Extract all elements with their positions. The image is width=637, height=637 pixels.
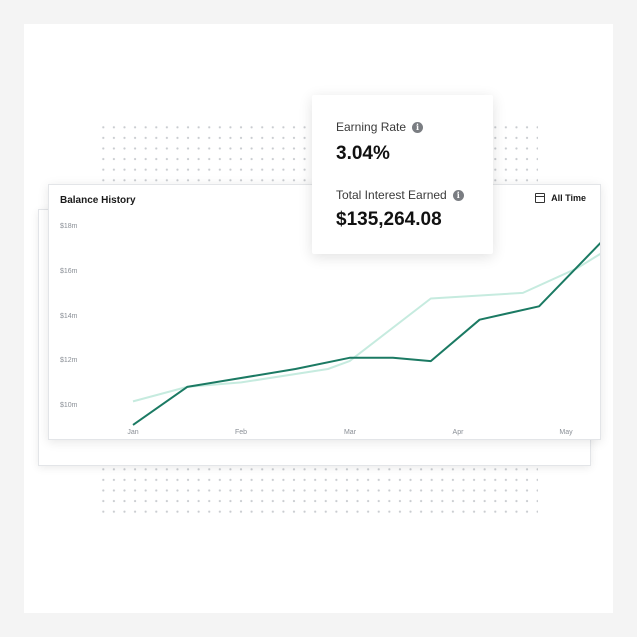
x-tick-label: Apr: [452, 429, 464, 436]
canvas: Balance History All Time $18m $16m $14m …: [24, 24, 613, 613]
y-tick-label: $16m: [60, 268, 78, 275]
y-tick-label: $14m: [60, 313, 78, 320]
comparison-series-line: [132, 252, 600, 403]
info-icon[interactable]: i: [412, 121, 424, 133]
earnings-summary-card: Earning Rate i 3.04% Total Interest Earn…: [312, 95, 493, 254]
x-tick-label: May: [559, 429, 573, 436]
x-tick-label: Feb: [234, 429, 248, 436]
total-interest-label: Total Interest Earned: [336, 188, 447, 202]
earning-rate-label: Earning Rate: [336, 120, 407, 134]
earning-rate-label-row: Earning Rate i: [336, 120, 424, 134]
dot-pattern-bottom: [98, 464, 538, 520]
y-tick-label: $12m: [60, 357, 78, 364]
card-title: Balance History: [60, 195, 136, 206]
total-interest-value: $135,264.08: [336, 209, 442, 230]
time-range-label: All Time: [551, 193, 586, 203]
info-icon[interactable]: i: [452, 189, 464, 201]
interest-label-row: Total Interest Earned i: [336, 188, 464, 202]
y-tick-label: $18m: [60, 223, 78, 230]
time-range-button[interactable]: All Time: [535, 193, 586, 203]
balance-line-chart: [132, 241, 600, 426]
x-tick-label: Mar: [343, 429, 357, 436]
balance-series-line: [132, 241, 600, 426]
y-tick-label: $10m: [60, 402, 78, 409]
x-tick-label: Jan: [127, 429, 139, 436]
earning-rate-value: 3.04%: [336, 143, 390, 164]
calendar-icon: [535, 193, 546, 203]
